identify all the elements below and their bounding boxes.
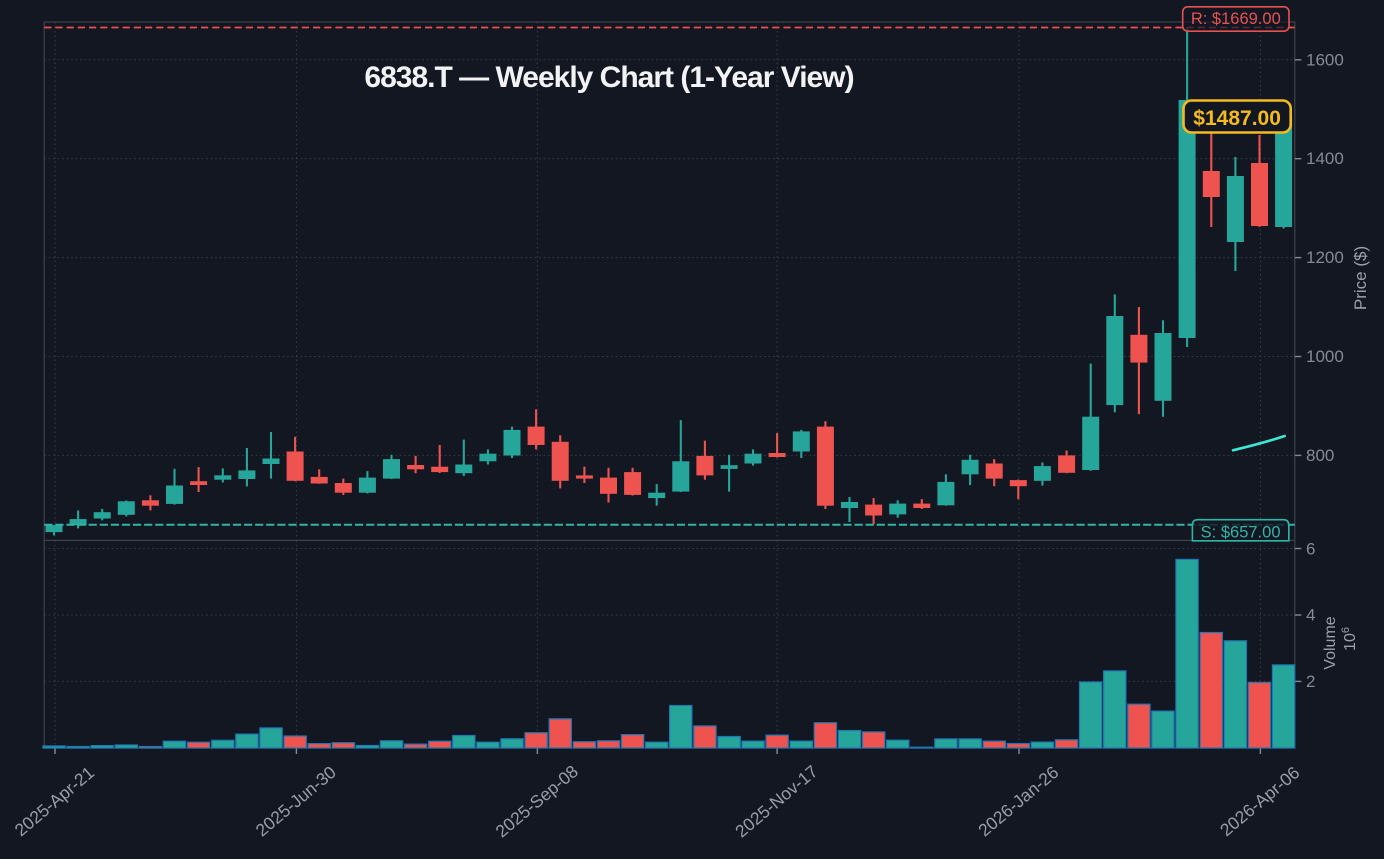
svg-text:Price ($): Price ($) bbox=[1351, 246, 1370, 310]
svg-text:$1487.00: $1487.00 bbox=[1193, 107, 1281, 130]
svg-text:2: 2 bbox=[1306, 672, 1315, 691]
svg-text:4: 4 bbox=[1306, 606, 1315, 625]
svg-text:Volume: Volume bbox=[1322, 616, 1339, 669]
svg-text:1200: 1200 bbox=[1306, 248, 1344, 267]
svg-text:1000: 1000 bbox=[1306, 347, 1344, 366]
svg-text:R: $1669.00: R: $1669.00 bbox=[1191, 10, 1281, 28]
svg-text:S: $657.00: S: $657.00 bbox=[1201, 523, 1281, 541]
svg-text:6838.T — Weekly Chart (1-Year: 6838.T — Weekly Chart (1-Year View) bbox=[364, 61, 853, 94]
svg-text:800: 800 bbox=[1306, 446, 1334, 465]
svg-text:6: 6 bbox=[1306, 539, 1315, 558]
svg-text:1600: 1600 bbox=[1306, 50, 1344, 69]
svg-text:1400: 1400 bbox=[1306, 149, 1344, 168]
